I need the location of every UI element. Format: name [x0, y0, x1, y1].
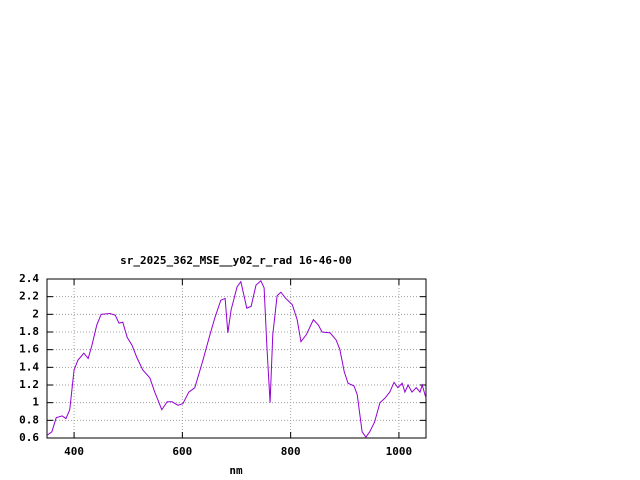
y-tick-label: 2.4 — [19, 272, 39, 285]
y-tick-label: 0.6 — [19, 431, 39, 444]
chart-title: sr_2025_362_MSE__y02_r_rad 16-46-00 — [120, 254, 352, 267]
y-tick-label: 0.8 — [19, 413, 39, 426]
x-tick-label: 400 — [64, 445, 84, 458]
x-tick-label: 600 — [172, 445, 192, 458]
y-tick-label: 1.8 — [19, 325, 39, 338]
x-axis-label: nm — [229, 464, 243, 477]
y-tick-label: 1.6 — [19, 343, 39, 356]
y-tick-label: 1.4 — [19, 360, 39, 373]
data-line — [46, 279, 427, 438]
x-tick-label: 1000 — [386, 445, 413, 458]
plot-border — [46, 278, 427, 439]
x-tick-label: 800 — [281, 445, 301, 458]
y-tick-label: 1 — [32, 396, 39, 409]
y-tick-label: 1.2 — [19, 378, 39, 391]
y-tick-label: 2.2 — [19, 290, 39, 303]
y-tick-label: 2 — [32, 307, 39, 320]
